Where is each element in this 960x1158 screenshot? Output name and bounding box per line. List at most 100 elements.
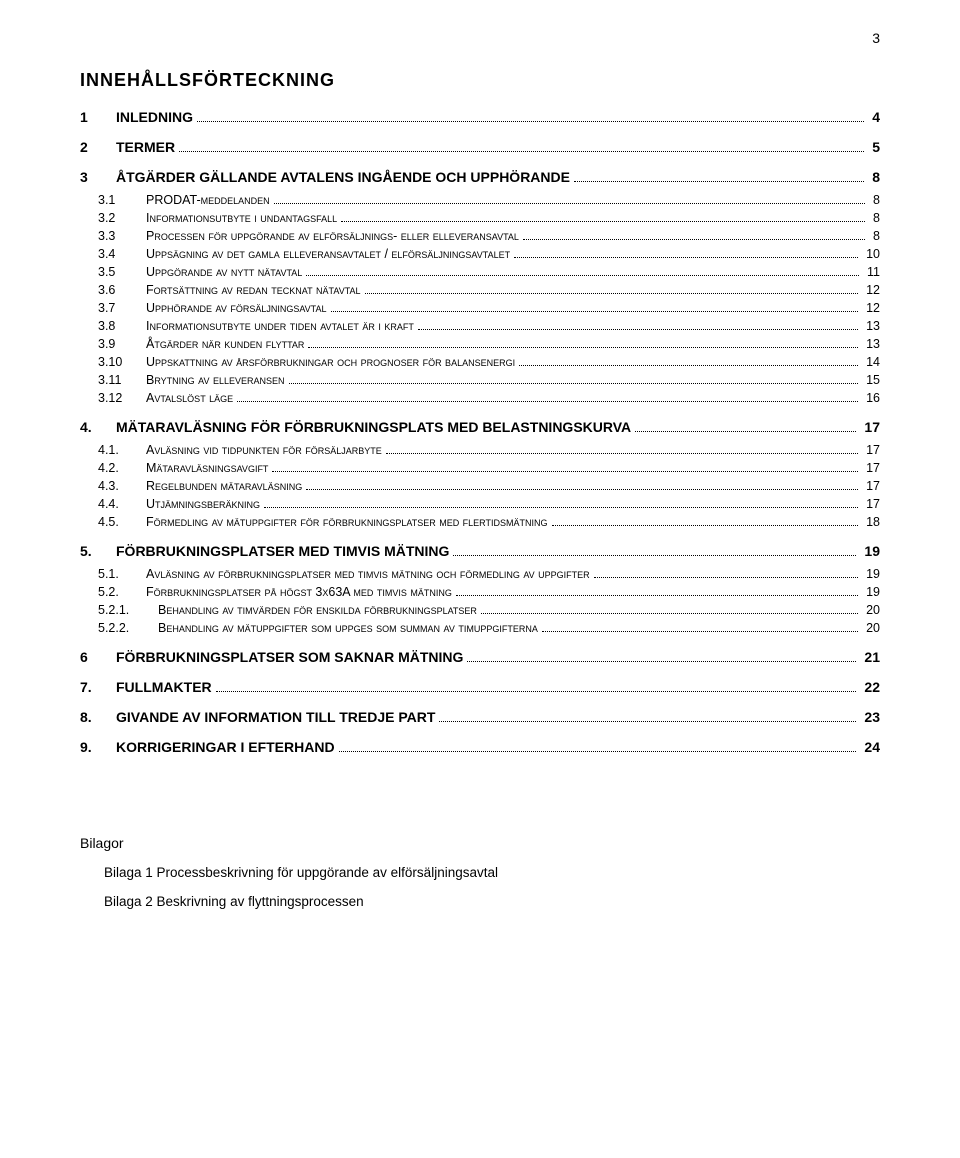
toc-entry-page: 15 [862, 373, 880, 387]
toc-entry: 3.7Upphörande av försäljningsavtal12 [80, 301, 880, 315]
toc-leader-dots [481, 613, 858, 614]
toc-entry: 5.2.1.Behandling av timvärden för enskil… [80, 603, 880, 617]
toc-entry-text: Åtgärder när kunden flyttar [146, 337, 304, 351]
toc-entry-text: Avtalslöst läge [146, 391, 233, 405]
toc-entry-text: Utjämningsberäkning [146, 497, 260, 511]
toc-entry-number: 3.1 [98, 193, 146, 207]
toc-entry-text: Informationsutbyte i undantagsfall [146, 211, 337, 225]
toc-entry: 4.MÄTARAVLÄSNING FÖR FÖRBRUKNINGSPLATS M… [80, 419, 880, 435]
toc-entry-number: 5. [80, 543, 116, 559]
toc-entry: 3.4Uppsägning av det gamla elleveransavt… [80, 247, 880, 261]
toc-entry-number: 4.2. [98, 461, 146, 475]
toc-entry-text: Upphörande av försäljningsavtal [146, 301, 327, 315]
document-page: 3 INNEHÅLLSFÖRTECKNING 1INLEDNING42TERME… [0, 0, 960, 1158]
toc-entry-text: Uppgörande av nytt nätavtal [146, 265, 302, 279]
toc-entry-text: Processen för uppgörande av elförsäljnin… [146, 229, 519, 243]
toc-entry-text: Brytning av elleveransen [146, 373, 285, 387]
toc-entry-text: Regelbunden mätaravläsning [146, 479, 302, 493]
page-number: 3 [872, 30, 880, 46]
toc-entry-page: 14 [862, 355, 880, 369]
toc-entry-number: 2 [80, 139, 116, 155]
toc-entry-number: 4.1. [98, 443, 146, 457]
toc-entry: 3ÅTGÄRDER GÄLLANDE AVTALENS INGÅENDE OCH… [80, 169, 880, 185]
toc-leader-dots [264, 507, 858, 508]
toc-entry-text: PRODAT-meddelanden [146, 193, 270, 207]
toc-leader-dots [308, 347, 858, 348]
toc-entry-page: 17 [862, 497, 880, 511]
toc-entry-number: 3.8 [98, 319, 146, 333]
toc-leader-dots [216, 691, 857, 692]
toc-entry-number: 8. [80, 709, 116, 725]
toc-leader-dots [331, 311, 859, 312]
attachments-section: Bilagor Bilaga 1 Processbeskrivning för … [80, 835, 880, 909]
toc-entry: 3.8Informationsutbyte under tiden avtale… [80, 319, 880, 333]
toc-leader-dots [523, 239, 865, 240]
toc-leader-dots [542, 631, 858, 632]
toc-entry-text: KORRIGERINGAR I EFTERHAND [116, 739, 335, 755]
toc-leader-dots [594, 577, 858, 578]
toc-entry-text: GIVANDE AV INFORMATION TILL TREDJE PART [116, 709, 435, 725]
toc-entry: 4.1.Avläsning vid tidpunkten för försälj… [80, 443, 880, 457]
toc-entry-text: TERMER [116, 139, 175, 155]
toc-entry: 5.2.2.Behandling av mätuppgifter som upp… [80, 621, 880, 635]
toc-entry: 3.5Uppgörande av nytt nätavtal11 [80, 265, 880, 279]
toc-leader-dots [467, 661, 856, 662]
toc-entry-number: 4.4. [98, 497, 146, 511]
toc-entry-page: 8 [868, 169, 880, 185]
toc-leader-dots [272, 471, 858, 472]
toc-entry-page: 24 [860, 739, 880, 755]
toc-entry-number: 3.7 [98, 301, 146, 315]
toc-entry-page: 17 [860, 419, 880, 435]
toc-entry-page: 17 [862, 479, 880, 493]
toc-entry-page: 16 [862, 391, 880, 405]
toc-title: INNEHÅLLSFÖRTECKNING [80, 70, 880, 91]
toc-entry-number: 3.2 [98, 211, 146, 225]
toc-entry-text: Fortsättning av redan tecknat nätavtal [146, 283, 361, 297]
toc-entry-text: Avläsning vid tidpunkten för försäljarby… [146, 443, 382, 457]
toc-entry: 3.1PRODAT-meddelanden8 [80, 193, 880, 207]
toc-entry-number: 9. [80, 739, 116, 755]
toc-entry: 3.11Brytning av elleveransen 15 [80, 373, 880, 387]
toc-entry: 6FÖRBRUKNINGSPLATSER SOM SAKNAR MÄTNING2… [80, 649, 880, 665]
toc-leader-dots [514, 257, 858, 258]
toc-entry: 4.3.Regelbunden mätaravläsning17 [80, 479, 880, 493]
toc-entry-text: Behandling av timvärden för enskilda för… [158, 603, 477, 617]
toc-entry-number: 5.2.2. [98, 621, 158, 635]
toc-entry-page: 21 [860, 649, 880, 665]
toc-entry-page: 8 [869, 229, 880, 243]
toc-entry-page: 18 [862, 515, 880, 529]
toc-entry-text: Behandling av mätuppgifter som uppges so… [158, 621, 538, 635]
toc-entry-number: 3 [80, 169, 116, 185]
toc-entry: 4.2.Mätaravläsningsavgift17 [80, 461, 880, 475]
toc-entry-page: 12 [862, 283, 880, 297]
toc-entry: 8.GIVANDE AV INFORMATION TILL TREDJE PAR… [80, 709, 880, 725]
toc-entry-page: 13 [862, 337, 880, 351]
toc-entry-number: 3.4 [98, 247, 146, 261]
toc-leader-dots [439, 721, 856, 722]
toc-leader-dots [274, 203, 865, 204]
toc-entry: 3.12Avtalslöst läge16 [80, 391, 880, 405]
toc-entry-text: FULLMAKTER [116, 679, 212, 695]
toc-leader-dots [453, 555, 856, 556]
toc-leader-dots [574, 181, 864, 182]
toc-entry-text: Uppskattning av årsförbrukningar och pro… [146, 355, 515, 369]
toc-entry-number: 7. [80, 679, 116, 695]
toc-entry: 2TERMER5 [80, 139, 880, 155]
toc-entry: 3.3Processen för uppgörande av elförsälj… [80, 229, 880, 243]
toc-entry-number: 4.5. [98, 515, 146, 529]
toc-entry-text: ÅTGÄRDER GÄLLANDE AVTALENS INGÅENDE OCH … [116, 169, 570, 185]
toc-entry-number: 3.6 [98, 283, 146, 297]
toc-entry-number: 5.2. [98, 585, 146, 599]
toc-leader-dots [339, 751, 857, 752]
toc-leader-dots [635, 431, 856, 432]
toc-entry-number: 3.11 [98, 373, 146, 387]
toc-entry-page: 11 [863, 265, 880, 279]
table-of-contents: 1INLEDNING42TERMER53ÅTGÄRDER GÄLLANDE AV… [80, 109, 880, 755]
toc-entry-text: Informationsutbyte under tiden avtalet ä… [146, 319, 414, 333]
toc-entry: 3.9Åtgärder när kunden flyttar13 [80, 337, 880, 351]
toc-leader-dots [365, 293, 859, 294]
toc-leader-dots [386, 453, 858, 454]
toc-leader-dots [418, 329, 858, 330]
toc-entry-text: Avläsning av förbrukningsplatser med tim… [146, 567, 590, 581]
toc-leader-dots [289, 383, 859, 384]
